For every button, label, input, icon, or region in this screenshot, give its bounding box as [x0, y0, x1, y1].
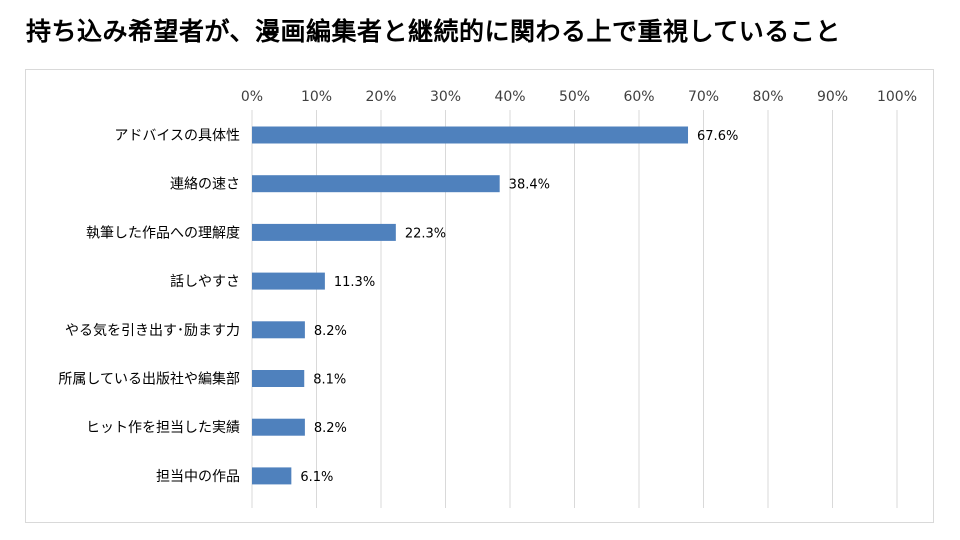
- category-label: 話しやすさ: [170, 273, 240, 290]
- x-tick-label: 90%: [817, 89, 848, 105]
- value-label: 67.6%: [697, 129, 738, 144]
- bar: [252, 223, 396, 241]
- bars: [252, 126, 689, 485]
- bar: [252, 418, 305, 436]
- x-axis-ticks: 0% 10% 20% 30% 40% 50% 60% 70% 80% 90% 100%: [241, 89, 917, 105]
- category-label: 執筆した作品への理解度: [86, 225, 240, 241]
- category-label: 担当中の作品: [156, 469, 240, 485]
- bar: [252, 272, 325, 290]
- category-label: ヒット作を担当した実績: [86, 420, 240, 436]
- value-label: 8.1%: [313, 373, 346, 388]
- x-tick-label: 20%: [365, 89, 396, 105]
- bar: [252, 175, 500, 193]
- chart-title: 持ち込み希望者が、漫画編集者と継続的に関わる上で重視していること: [26, 17, 841, 46]
- bar: [252, 321, 305, 339]
- value-label: 11.3%: [334, 275, 375, 290]
- x-tick-label: 0%: [241, 89, 263, 105]
- chart-frame: [25, 69, 934, 523]
- value-labels: 67.6% 38.4% 22.3% 11.3% 8.2% 8.1% 8.2% 6.1%: [300, 129, 738, 485]
- category-labels: アドバイスの具体性連絡の速さ執筆した作品への理解度話しやすさやる気を引き出す･励…: [58, 128, 240, 485]
- x-tick-label: 60%: [623, 89, 654, 105]
- value-label: 22.3%: [405, 226, 446, 241]
- category-label: アドバイスの具体性: [114, 128, 240, 144]
- value-label: 6.1%: [300, 470, 333, 485]
- bar: [252, 467, 292, 485]
- category-label: 連絡の速さ: [170, 177, 240, 193]
- x-tick-label: 50%: [559, 89, 590, 105]
- x-tick-label: 30%: [430, 89, 461, 105]
- category-label: 所属している出版社や編集部: [58, 371, 240, 388]
- x-tick-label: 80%: [752, 89, 783, 105]
- x-tick-label: 10%: [301, 89, 332, 105]
- category-label: やる気を引き出す･励ます力: [65, 323, 240, 339]
- bar: [252, 370, 305, 387]
- x-tick-label: 100%: [877, 89, 917, 105]
- value-label: 38.4%: [509, 178, 550, 193]
- value-label: 8.2%: [314, 324, 347, 339]
- bar: [252, 126, 689, 144]
- value-label: 8.2%: [314, 421, 347, 436]
- x-tick-label: 70%: [688, 89, 719, 105]
- gridlines: [251, 110, 898, 508]
- x-tick-label: 40%: [494, 89, 525, 105]
